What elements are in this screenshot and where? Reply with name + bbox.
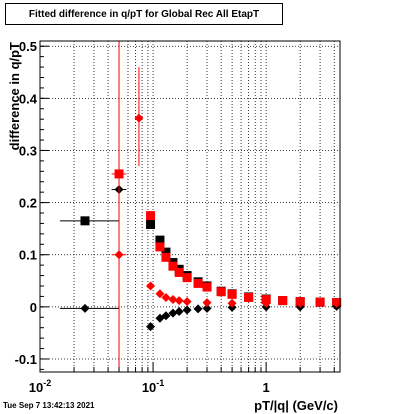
grid: [40, 41, 340, 372]
data-point-diamond: [332, 298, 342, 308]
data-point-diamond: [202, 303, 212, 313]
x-axis-label: pT/|q| (GeV/c): [254, 398, 338, 413]
data-point-diamond: [168, 308, 178, 318]
y-axis-label: difference in q/pT: [7, 42, 22, 150]
axis-ticks: [39, 45, 335, 372]
y-tick-label: -0.1: [15, 352, 37, 367]
data-point-diamond: [114, 250, 124, 260]
data-point-square: [161, 247, 171, 257]
data-point-diamond: [168, 295, 178, 305]
tick-labels: 10-2 10-1 1 -0.1 0 0.1 0.2 0.3 0.4 0.5: [15, 39, 270, 395]
data-point-square: [161, 252, 171, 262]
data-point-diamond: [202, 298, 212, 308]
data-point-square: [193, 278, 203, 288]
x-tick-label: 1: [263, 380, 270, 395]
data-point-diamond: [261, 298, 271, 308]
data-point-square: [202, 282, 212, 292]
y-tick-label: 0.3: [19, 143, 37, 158]
data-series: [59, 41, 342, 370]
y-tick-label: 0.5: [19, 39, 37, 54]
data-point-square: [146, 219, 156, 229]
data-point-square: [315, 297, 325, 307]
data-point-diamond: [182, 305, 192, 315]
data-point-square: [278, 296, 288, 306]
data-point-square: [146, 211, 156, 221]
data-point-square: [174, 267, 184, 277]
data-point-diamond: [146, 281, 156, 291]
timestamp: Tue Sep 7 13:42:13 2021: [3, 401, 95, 410]
data-point-square: [182, 273, 192, 283]
x-tick-label: 10-1: [142, 378, 164, 395]
data-point-diamond: [227, 298, 237, 308]
y-tick-label: 0.4: [19, 91, 38, 106]
data-point-square: [168, 261, 178, 271]
series-3: [111, 41, 342, 370]
data-point-diamond: [174, 296, 184, 306]
data-point-square: [155, 235, 165, 245]
data-point-diamond: [146, 322, 156, 332]
data-point-diamond: [295, 298, 305, 308]
data-point-diamond: [174, 307, 184, 317]
data-point-diamond: [155, 289, 165, 299]
data-point-square: [155, 242, 165, 252]
y-tick-label: 0.1: [19, 248, 37, 263]
data-point-square: [80, 216, 90, 226]
data-point-diamond: [161, 292, 171, 302]
series-0: [59, 216, 342, 308]
series-1: [111, 169, 342, 308]
chart-title: Fitted difference in q/pT for Global Rec…: [5, 3, 283, 25]
data-point-diamond: [80, 303, 90, 313]
data-point-diamond: [161, 311, 171, 321]
data-point-diamond: [134, 113, 144, 123]
data-point-square: [244, 292, 254, 302]
data-point-square: [227, 289, 237, 299]
plot-frame: [39, 40, 341, 373]
data-point-square: [216, 287, 226, 297]
y-tick-label: 0.2: [19, 196, 37, 211]
data-point-diamond: [182, 297, 192, 307]
y-tick-label: 0: [30, 300, 37, 315]
series-2: [59, 185, 342, 332]
data-point-diamond: [193, 304, 203, 314]
x-tick-label: 10-2: [29, 378, 51, 395]
